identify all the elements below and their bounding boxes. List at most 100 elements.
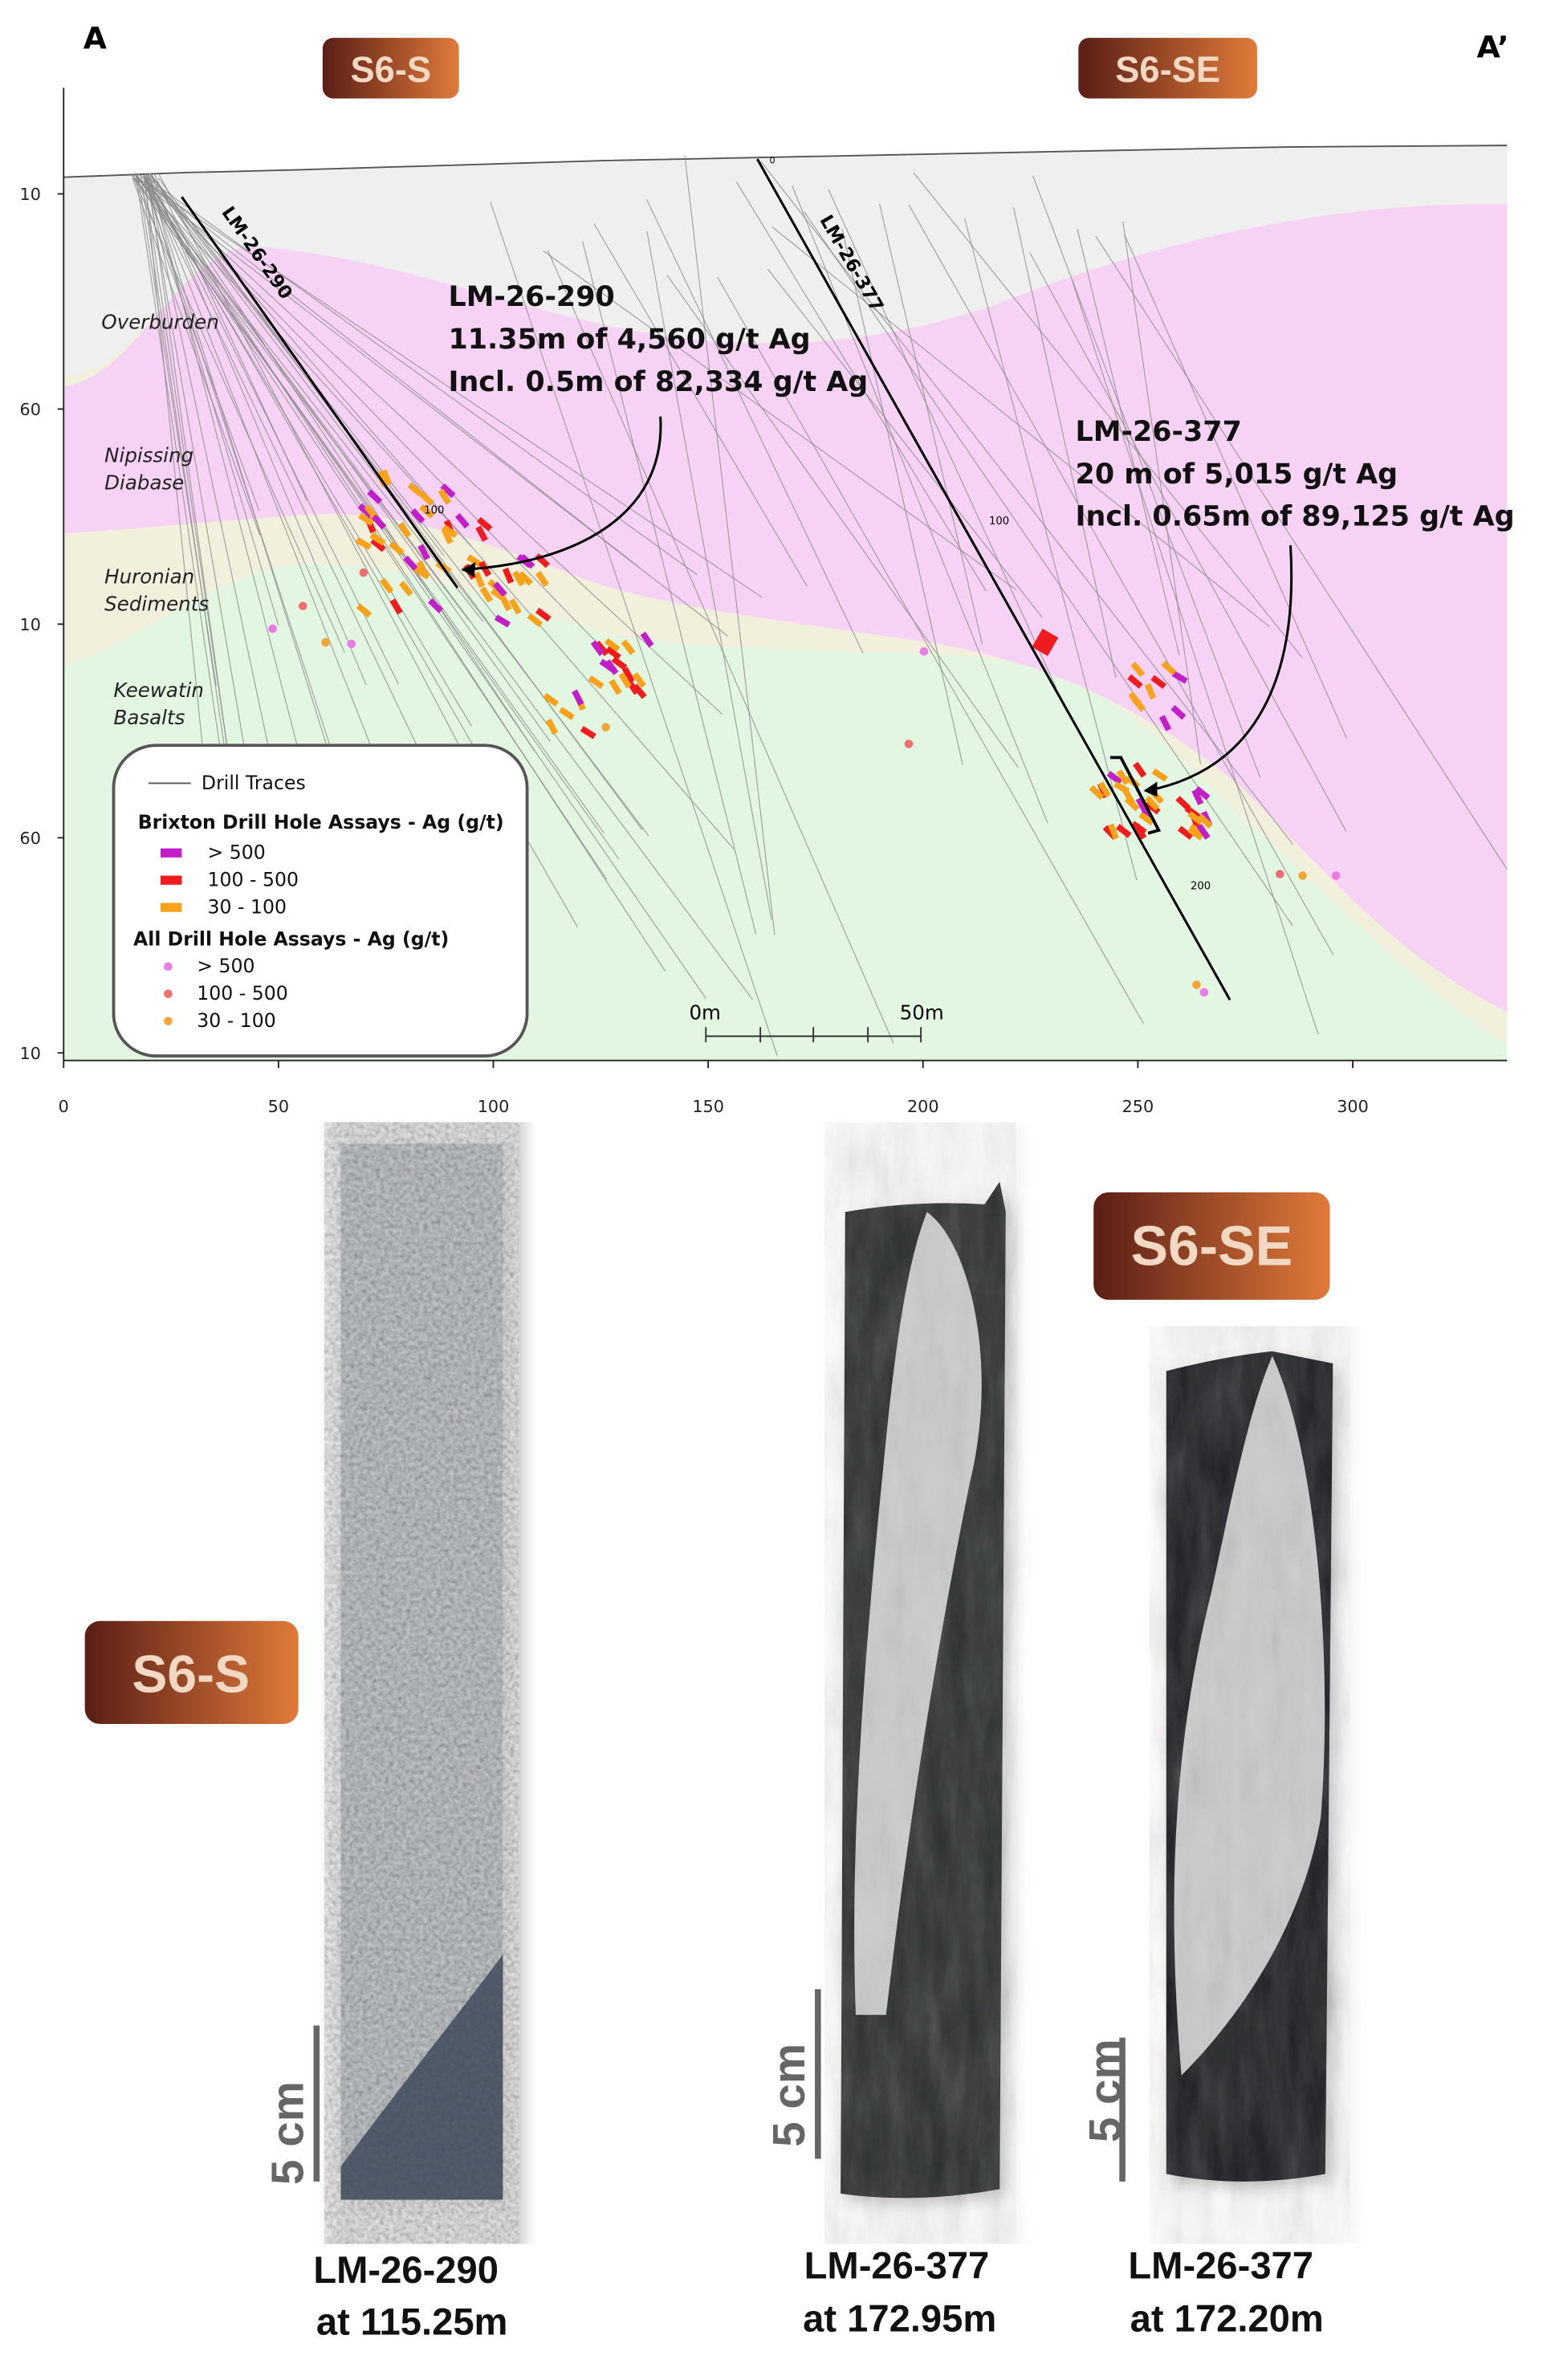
assay-brixton <box>1115 824 1132 838</box>
assay-brixton <box>418 491 434 507</box>
layer-label: Diabase <box>104 471 184 494</box>
drill-trace <box>964 218 1138 881</box>
overburden-area <box>63 145 1508 376</box>
assay-brixton <box>1144 683 1157 700</box>
drill-trace <box>543 250 1017 590</box>
scale-label: 0m <box>689 1001 720 1025</box>
drill-trace <box>1032 175 1261 778</box>
callout-text: 20 m of 5,015 g/t Ag <box>1076 458 1398 491</box>
drill-trace <box>1095 235 1508 870</box>
x-tick-label: 100 <box>478 1097 510 1116</box>
scale-text: 5 cm <box>1080 2039 1130 2142</box>
scale-text: 5 cm <box>262 2081 312 2185</box>
legend-dot <box>164 1017 173 1025</box>
callout-text: 11.35m of 4,560 g/t Ag <box>448 324 810 356</box>
assay-brixton <box>1191 789 1204 805</box>
y-tick-label: 10 <box>20 1044 41 1063</box>
assay-all <box>268 624 277 634</box>
core-2-texture <box>841 1212 1000 2194</box>
drill-trace <box>646 230 772 920</box>
layer-label: Nipissing <box>104 443 193 467</box>
assay-all <box>1331 871 1341 880</box>
legend-label: > 500 <box>207 842 265 864</box>
assay-brixton <box>479 586 494 603</box>
drill-trace <box>593 222 808 587</box>
drill-trace <box>841 228 963 765</box>
badge-text: S6-S <box>350 49 431 90</box>
assay-brixton <box>1197 813 1213 829</box>
drill-trace <box>760 161 1294 846</box>
hole-290 <box>181 196 459 589</box>
callout-text: LM-26-377 <box>1076 416 1242 448</box>
assay-all <box>919 646 929 656</box>
hole-377 <box>756 158 1231 1000</box>
assay-all <box>299 601 307 610</box>
assay-brixton <box>419 504 435 519</box>
assay-brixton <box>403 555 418 571</box>
badge <box>84 1620 299 1725</box>
x-tick-label: 300 <box>1337 1097 1369 1116</box>
section-marker: A <box>83 20 107 55</box>
layer-label: Overburden <box>101 310 218 333</box>
assay-brixton <box>599 658 616 673</box>
assay-brixton <box>371 514 387 530</box>
layer-label: Huronian <box>104 564 194 588</box>
drill-trace <box>828 189 1057 689</box>
assay-brixton <box>440 483 456 499</box>
interval-bracket <box>1109 756 1162 835</box>
arrowhead <box>462 561 476 577</box>
drill-trace <box>149 175 735 850</box>
legend-label: 100 - 500 <box>197 982 288 1005</box>
assay-brixton <box>572 689 584 706</box>
legend-items: > 500 100 - 500 30 - 100 > 500 100 - 500 30 -… <box>161 842 299 1032</box>
assay-brixton <box>1171 670 1188 684</box>
legend-title: All Drill Hole Assays - Ag (g/t) <box>133 927 449 950</box>
drill-trace <box>1122 221 1202 764</box>
badge <box>1078 38 1257 99</box>
drill-trace <box>879 203 983 645</box>
drill-trace <box>150 173 535 752</box>
caption: at 172.20m <box>1130 2297 1324 2340</box>
y-tick-label: 10 <box>20 615 41 634</box>
drill-trace <box>735 181 987 592</box>
drill-trace <box>547 250 894 1044</box>
legend-label: 100 - 500 <box>207 869 299 891</box>
drill-trace <box>804 211 1293 927</box>
scale-text: 5 cm <box>763 2044 814 2147</box>
assay-brixton <box>1151 768 1168 782</box>
assay-brixton <box>358 512 375 527</box>
drill-trace <box>908 204 1334 956</box>
caption: at 172.95m <box>803 2297 996 2340</box>
y-tick-label: 60 <box>20 400 41 419</box>
drill-trace <box>582 241 757 935</box>
assay-brixton <box>389 541 405 556</box>
callout-text: Incl. 0.65m of 89,125 g/t Ag <box>1076 501 1515 533</box>
legend-swatch <box>161 848 182 858</box>
drill-trace <box>135 174 230 809</box>
assay-brixton <box>441 528 454 544</box>
drill-trace <box>133 174 763 598</box>
caption: at 115.25m <box>316 2300 508 2342</box>
y-tick-label: 60 <box>20 829 41 848</box>
assay-brixton <box>417 544 430 560</box>
legend-box <box>112 744 529 1058</box>
assay-brixton <box>1170 705 1187 720</box>
assay-brixton <box>590 640 605 656</box>
x-tick-label: 200 <box>907 1097 939 1116</box>
assay-brixton <box>609 679 622 695</box>
assay-brixton <box>535 571 549 587</box>
drill-trace <box>913 172 1303 658</box>
assay-brixton <box>1187 826 1204 841</box>
drill-trace <box>149 173 445 556</box>
drill-trace <box>144 177 551 742</box>
badge-text: S6-S <box>132 1644 250 1703</box>
drill-trace <box>146 173 399 685</box>
assay-all <box>1199 988 1209 997</box>
assay-all <box>904 740 914 748</box>
badge <box>322 38 459 99</box>
drill-trace <box>137 178 217 686</box>
legend-label: Drill Traces <box>202 772 306 794</box>
drill-trace <box>146 177 698 576</box>
